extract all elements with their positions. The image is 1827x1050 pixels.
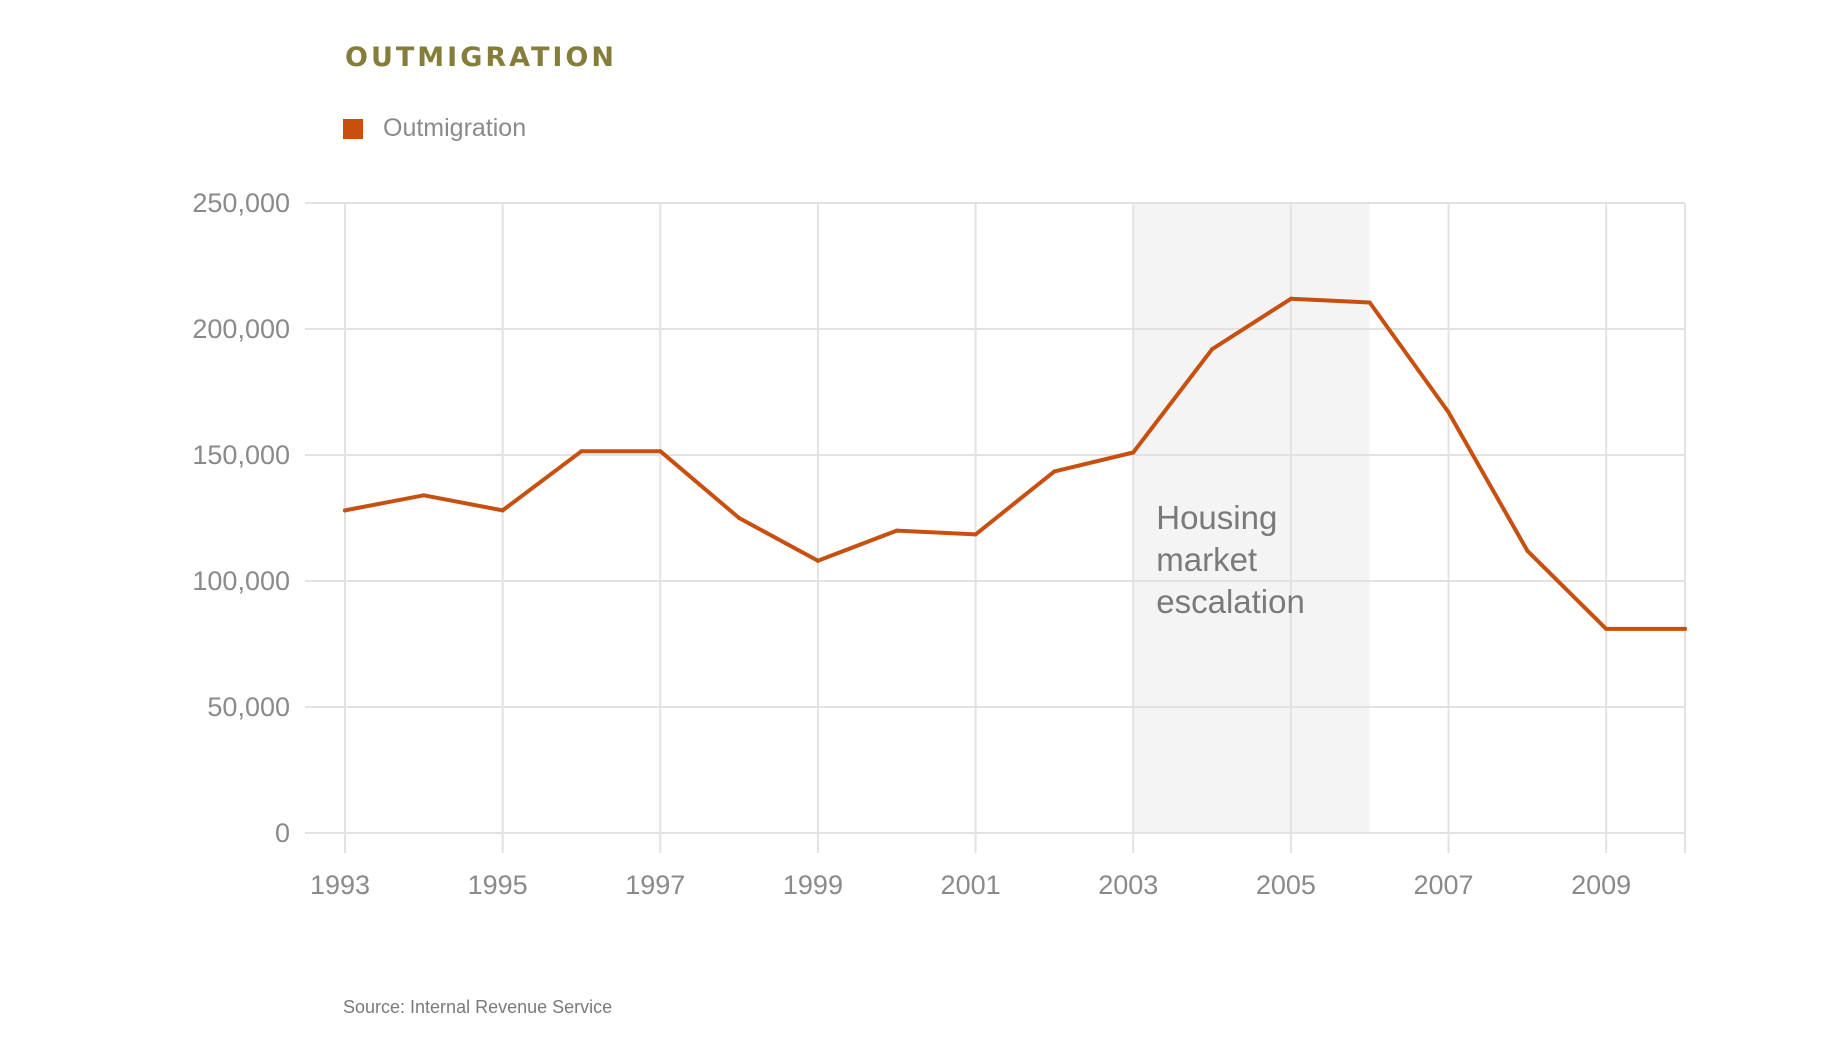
data-point-outmigration — [815, 558, 820, 563]
x-tick-label: 2003 — [1098, 870, 1158, 900]
data-point-outmigration — [1052, 469, 1057, 474]
data-point-outmigration — [1604, 626, 1609, 631]
data-point-outmigration — [737, 516, 742, 520]
source-note: Source: Internal Revenue Service — [343, 997, 613, 1017]
annotation-label: Housing — [1156, 499, 1277, 536]
y-tick-label: 100,000 — [192, 566, 290, 596]
data-point-outmigration — [658, 449, 663, 454]
annotation-label: market — [1156, 541, 1257, 578]
y-tick-label: 150,000 — [192, 440, 290, 470]
x-tick-label: 2009 — [1571, 870, 1631, 900]
data-point-outmigration — [1131, 450, 1136, 455]
x-tick-label: 1995 — [468, 870, 528, 900]
data-point-outmigration — [894, 528, 899, 533]
x-tick-label: 1997 — [625, 870, 685, 900]
annotation-shade-region — [1133, 203, 1370, 833]
series-line-outmigration — [343, 296, 1687, 631]
data-point-outmigration — [500, 508, 505, 513]
legend-swatch-outmigration — [343, 118, 363, 139]
data-point-outmigration — [1367, 300, 1372, 305]
x-tick-label: 2005 — [1256, 870, 1316, 900]
data-point-outmigration — [1288, 296, 1293, 301]
legend: Outmigration — [343, 114, 526, 143]
data-point-outmigration — [579, 449, 584, 454]
data-point-outmigration — [973, 532, 978, 537]
y-tick-label: 50,000 — [207, 692, 290, 722]
legend-label-outmigration: Outmigration — [383, 114, 527, 142]
x-tick-label: 2001 — [941, 870, 1001, 900]
annotation-label: escalation — [1156, 583, 1305, 620]
x-tick-label: 1999 — [783, 870, 843, 900]
chart-title: OUTMIGRATION — [345, 42, 617, 73]
data-point-outmigration — [1210, 347, 1215, 352]
y-tick-label: 0 — [275, 818, 290, 848]
y-tick-label: 250,000 — [192, 188, 290, 218]
x-tick-label: 1993 — [310, 870, 370, 900]
y-tick-label: 200,000 — [192, 314, 290, 344]
data-point-outmigration — [343, 508, 347, 513]
data-point-outmigration — [1525, 548, 1530, 553]
data-point-outmigration — [1683, 626, 1687, 631]
x-tick-label: 2007 — [1413, 870, 1473, 900]
data-point-outmigration — [421, 493, 426, 498]
data-point-outmigration — [1446, 410, 1451, 415]
